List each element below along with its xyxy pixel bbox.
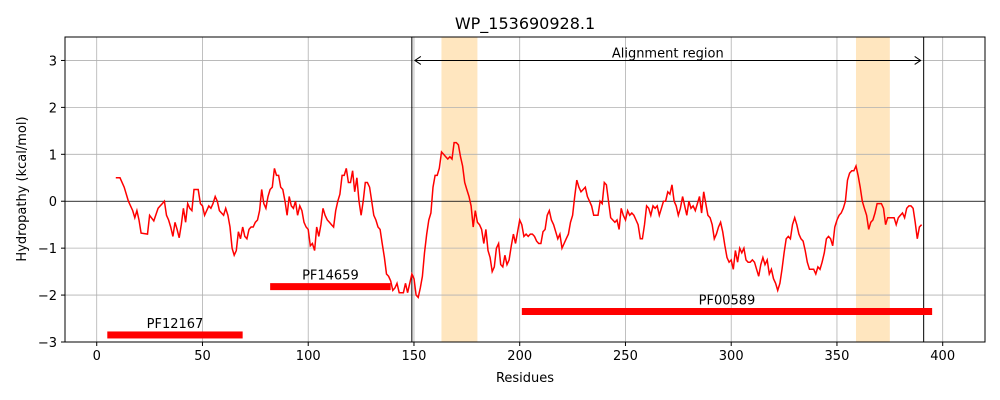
domain-label-pf12167: PF12167: [147, 317, 204, 332]
alignment-arrow-group: Alignment region: [413, 46, 922, 65]
x-tick-label: 100: [296, 349, 321, 364]
x-axis-label: Residues: [496, 371, 554, 386]
domain-bar-pf14659: [270, 283, 391, 291]
domain-bars: PF12167 PF14659 PF00589: [107, 269, 933, 339]
x-axis-ticks: 0 50 100 150 200 250 300 350 400: [93, 342, 955, 364]
y-tick-label: 0: [49, 195, 57, 210]
hydropathy-line: [115, 141, 923, 299]
y-tick-label: 2: [49, 101, 57, 116]
y-axis-ticks: −3 −2 −1 0 1 2 3: [38, 54, 65, 351]
highlight-regions: [441, 37, 890, 342]
y-tick-label: 3: [49, 54, 57, 69]
y-tick-label: 1: [49, 148, 57, 163]
x-tick-label: 150: [402, 349, 427, 364]
chart-title: WP_153690928.1: [455, 14, 595, 34]
x-tick-label: 400: [930, 349, 955, 364]
highlight-region-2: [855, 37, 890, 342]
alignment-arrowhead-right: [914, 56, 922, 65]
alignment-boundary-lines: [411, 37, 925, 342]
y-axis-label: Hydropathy (kcal/mol): [15, 116, 30, 261]
y-tick-label: −2: [38, 289, 57, 304]
y-tick-label: −1: [38, 242, 57, 257]
x-tick-label: 50: [194, 349, 211, 364]
domain-bar-pf12167: [107, 331, 243, 339]
plot-frame: [64, 36, 986, 343]
domain-label-pf00589: PF00589: [699, 294, 756, 309]
x-tick-label: 300: [719, 349, 744, 364]
domain-label-pf14659: PF14659: [302, 269, 359, 284]
y-tick-label: −3: [38, 336, 57, 351]
x-tick-label: 0: [93, 349, 101, 364]
alignment-label: Alignment region: [612, 46, 724, 61]
x-tick-label: 250: [613, 349, 638, 364]
alignment-arrowhead-left: [413, 56, 422, 65]
x-tick-label: 350: [825, 349, 850, 364]
highlight-region-1: [441, 37, 478, 342]
domain-bar-pf00589: [521, 308, 933, 315]
x-tick-label: 200: [507, 349, 532, 364]
